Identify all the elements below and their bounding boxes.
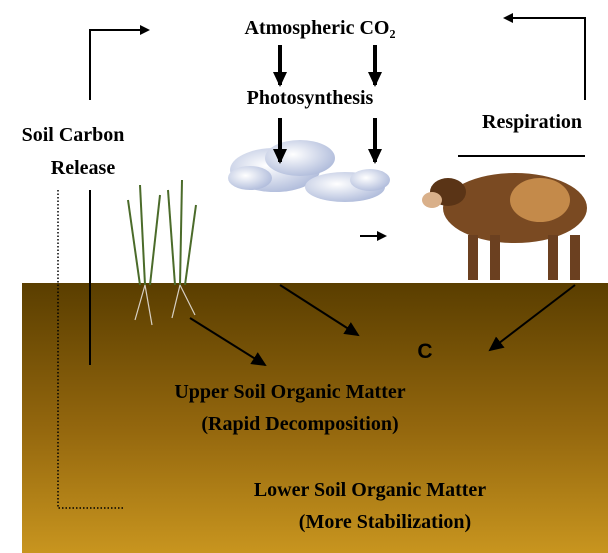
cow: [422, 173, 587, 280]
soil: [22, 283, 608, 553]
upper-label: (Rapid Decomposition): [201, 413, 398, 435]
soil-release-label: Soil Carbon: [22, 124, 125, 146]
respiration-label: Respiration: [482, 111, 582, 133]
clouds: [228, 140, 390, 202]
lower-label: (More Stabilization): [299, 511, 471, 533]
atmospheric-label: Atmospheric CO₂: [245, 17, 396, 39]
carbon-label: C: [417, 340, 432, 363]
plants: [127, 179, 197, 326]
arrows: [57, 13, 586, 509]
soil-release-label: Release: [51, 157, 116, 179]
upper-label: Upper Soil Organic Matter: [174, 381, 405, 403]
photosynthesis-label: Photosynthesis: [247, 87, 374, 109]
lower-label: Lower Soil Organic Matter: [254, 479, 486, 501]
